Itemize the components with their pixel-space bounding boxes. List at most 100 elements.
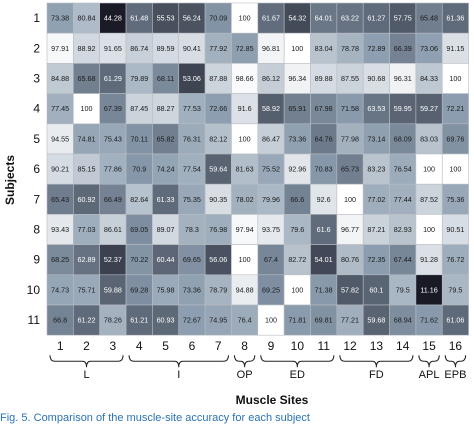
heatmap-cell [152,153,180,185]
heatmap-cell [441,93,469,125]
y-tick-label: 11 [28,313,41,327]
group-brace [418,355,440,368]
cell-value-label: 66.8 [53,316,67,325]
heatmap-cell [99,32,127,64]
heatmap-cell [73,304,100,336]
cell-value-label: 96.34 [288,74,306,83]
cell-value-label: 64.76 [315,134,333,143]
cell-value-label: 77.98 [341,134,359,143]
cell-value-label: 67.4 [264,255,278,264]
cell-value-label: 79.89 [130,74,148,83]
heatmap-cell [73,274,100,306]
cell-value-label: 100 [239,134,251,143]
cell-value-label: 91.65 [104,44,122,53]
cell-value-label: 78.02 [236,195,254,204]
x-tick-label: 7 [215,339,222,353]
cell-value-label: 72.21 [446,104,464,113]
heatmap-cell [152,63,180,94]
y-tick-label: 1 [33,11,40,25]
cell-value-label: 83.23 [367,165,385,174]
cell-value-label: 61.06 [446,316,464,325]
y-tick-label: 5 [33,132,40,146]
cell-value-label: 100 [291,44,303,53]
heatmap-cell [389,123,417,155]
cell-value-label: 69.25 [262,285,280,294]
cell-value-label: 53.06 [183,74,201,83]
heatmap-cell [99,274,127,306]
cell-value-label: 69.28 [130,285,148,294]
heatmap-cell [204,274,232,306]
cell-value-label: 75.71 [78,285,96,294]
cell-value-label: 91.28 [420,255,438,264]
heatmap-cell [46,93,74,125]
cell-value-label: 44.28 [104,14,122,23]
heatmap-cell [178,274,206,306]
cell-value-label: 66.39 [394,44,412,53]
heatmap-cell [362,274,390,306]
heatmap-cell [231,304,259,336]
cell-value-label: 93.75 [262,225,280,234]
cell-value-label: 65.73 [341,165,359,174]
cell-value-label: 58.92 [262,104,280,113]
cell-value-label: 76.98 [209,225,227,234]
cell-value-label: 83.04 [315,44,333,53]
heatmap-cells: 73.38 80.84 44.28 61.48 55.53 56.24 70.09 100 61… [46,2,469,336]
x-tick-label: 12 [343,339,357,353]
y-tick-label: 6 [33,162,40,176]
heatmap-cell [125,214,153,245]
cell-value-label: 73.36 [183,285,201,294]
cell-value-label: 69.05 [130,225,148,234]
cell-value-label: 66.49 [104,195,122,204]
heatmap-cell [310,93,338,125]
cell-value-label: 71.62 [420,316,438,325]
heatmap-cell [231,2,259,34]
x-tick-label: 8 [241,339,248,353]
heatmap-cell [415,63,443,94]
heatmap-cell [178,244,206,276]
heatmap-cell [125,123,153,155]
cell-value-label: 88.92 [78,44,96,53]
heatmap-cell [73,2,100,34]
cell-value-label: 78.26 [104,316,122,325]
cell-value-label: 54.32 [288,14,306,23]
cell-value-label: 61.21 [130,316,148,325]
heatmap-cell [310,123,338,155]
cell-value-label: 69.76 [446,134,464,143]
cell-value-label: 94.55 [51,134,69,143]
cell-value-label: 88.27 [157,104,175,113]
y-tick-label: 10 [27,283,41,297]
heatmap-cell [257,153,285,185]
heatmap-cell [283,123,311,155]
x-tick-label: 14 [396,339,410,353]
heatmap-cell [310,183,338,215]
cell-value-label: 76.31 [183,134,201,143]
heatmap-cell [204,32,232,64]
cell-value-label: 66.6 [290,195,304,204]
heatmap-cell [389,183,417,215]
cell-value-label: 57.82 [341,285,359,294]
heatmap-cell [310,274,338,306]
cell-value-label: 69.65 [183,255,201,264]
group-brace [260,355,335,368]
cell-value-label: 77.86 [104,165,122,174]
heatmap-cell [336,274,364,306]
heatmap-cell [46,304,74,336]
cell-value-label: 61.36 [446,14,464,23]
cell-value-label: 70.83 [315,165,333,174]
heatmap-cell [178,2,206,34]
heatmap-cell [441,63,469,94]
cell-value-label: 96.81 [262,44,280,53]
cell-value-label: 59.88 [104,285,122,294]
x-tick-label: 16 [449,339,463,353]
cell-value-label: 68.94 [394,316,412,325]
cell-value-label: 65.82 [157,134,175,143]
cell-value-label: 59.95 [394,104,412,113]
heatmap-cell [415,244,443,276]
heatmap-cell [99,153,127,185]
heatmap-cell [204,183,232,215]
heatmap-cell [178,214,206,245]
heatmap-cell [178,123,206,155]
heatmap-cell [310,63,338,94]
cell-value-label: 61.27 [367,14,385,23]
heatmap-cell [441,183,469,215]
